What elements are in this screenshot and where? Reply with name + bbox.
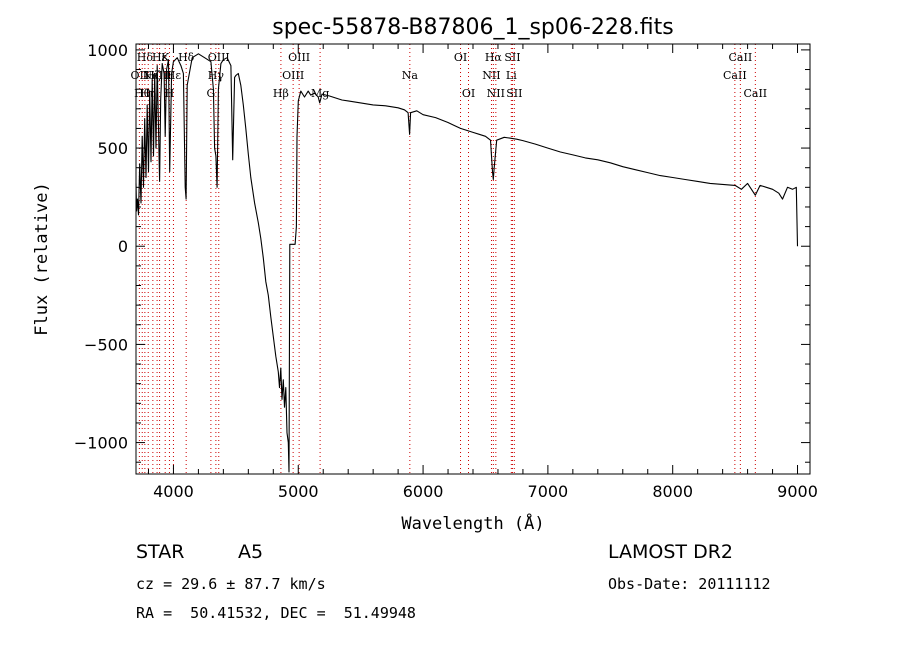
line-marker-label: Hγ [208,69,225,82]
line-marker-label: OIII [282,69,304,82]
line-marker-label: OI [462,87,475,100]
chart-title: spec-55878-B87806_1_sp06-228.fits [272,15,674,40]
axes: 4000 5000 6000 7000 8000 9000 −1000 −500 0 500 100… [74,41,818,501]
line-marker-label: CaII [729,51,753,64]
obs-date-text: Obs-Date: 20111112 [608,575,771,593]
line-marker-label: OIII [288,51,310,64]
line-marker-label: OI [454,51,467,64]
line-marker-label: CaII [743,87,767,100]
line-marker-label: Li [506,69,517,82]
x-tick-label: 7000 [528,482,569,501]
y-tick-label: −500 [84,335,128,354]
x-tick-label: 4000 [153,482,194,501]
y-tick-label: 500 [97,139,128,158]
x-axis-label: Wavelength (Å) [401,512,544,534]
spectrum-chart: OIIHθHδHηHζNeIIIHεKHHεHδGHγOIIIHβOIIIOII… [0,0,900,650]
x-tick-label: 6000 [403,482,444,501]
redshift-text: cz = 29.6 ± 87.7 km/s [136,575,326,593]
line-marker-label: Hδ [137,51,154,64]
object-class: STAR [136,541,184,563]
line-marker-label: NII [482,69,500,82]
line-marker-label: CaII [723,69,747,82]
coordinates-text: RA = 50.41532, DEC = 51.49948 [136,604,416,622]
line-marker-label: Hβ [273,87,289,100]
plot-frame [136,44,810,474]
series-layer [136,54,798,472]
x-tick-label: 9000 [777,482,818,501]
y-tick-label: 1000 [87,41,128,60]
x-tick-label: 8000 [652,482,693,501]
line-marker-label: Hα [485,51,503,64]
spectrum-line [136,54,798,472]
x-tick-label: 5000 [278,482,319,501]
survey-label: LAMOST DR2 [608,541,733,563]
y-tick-label: 0 [118,237,128,256]
line-marker-label: SII [504,51,520,64]
line-marker-label: NII [487,87,505,100]
line-marker-label: Na [402,69,419,82]
y-tick-label: −1000 [74,434,128,453]
object-subclass: A5 [238,541,263,563]
y-axis-label: Flux (relative) [32,182,52,336]
line-markers: OIIHθHδHηHζNeIIIHεKHHεHδGHγOIIIHβOIIIOII… [131,44,768,474]
line-marker-label: SII [506,87,522,100]
